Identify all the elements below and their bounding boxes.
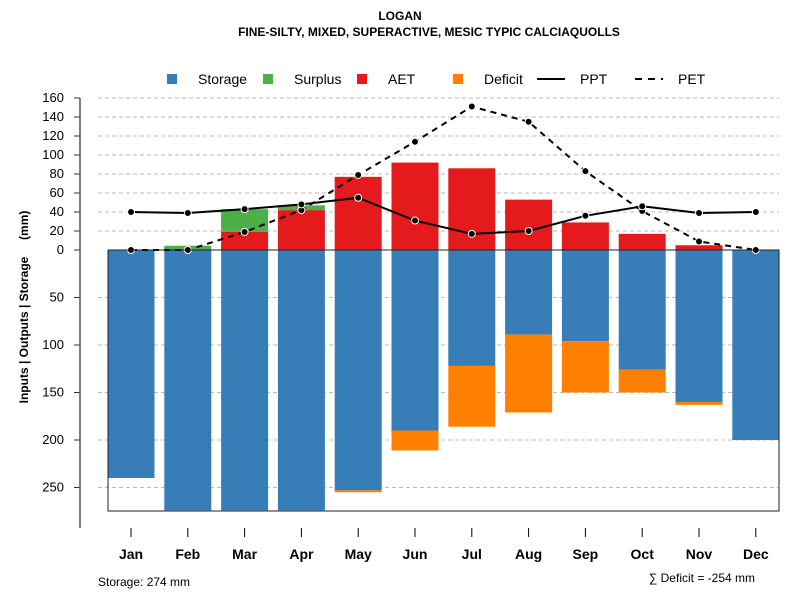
legend-swatch-surplus xyxy=(263,74,273,84)
x-tick-label: Jul xyxy=(462,546,482,562)
y-tick-label: 100 xyxy=(42,337,64,352)
pet-point xyxy=(524,117,533,126)
y-tick-label: 150 xyxy=(42,385,64,400)
storage-bar xyxy=(334,250,382,491)
plot-frame xyxy=(107,249,780,512)
storage-bar xyxy=(675,250,723,402)
surplus-bar xyxy=(221,209,269,232)
legend-swatch-storage xyxy=(167,74,177,84)
ppt-point xyxy=(638,202,647,211)
x-tick-label: Jan xyxy=(119,546,143,562)
ppt-point xyxy=(751,208,760,216)
ppt-point xyxy=(354,193,363,202)
legend-swatch-deficit xyxy=(453,74,463,84)
legend-label-deficit: Deficit xyxy=(484,71,523,87)
ppt-point xyxy=(240,205,249,214)
deficit-bar xyxy=(561,341,609,393)
pet-point xyxy=(354,170,363,179)
deficit-bar xyxy=(505,334,553,413)
x-tick-label: Dec xyxy=(743,546,769,562)
y-tick-label: 120 xyxy=(42,128,64,143)
aet-bar xyxy=(391,162,439,250)
legend-label-ppt: PPT xyxy=(580,71,608,87)
legend: Storage Surplus AET Deficit PPT PET xyxy=(167,71,706,87)
deficit-bar xyxy=(675,402,723,405)
ppt-point xyxy=(524,227,533,235)
y-tick-label: 200 xyxy=(42,432,64,447)
gridlines xyxy=(98,97,779,488)
x-tick-label: Sep xyxy=(573,546,599,562)
x-tick-label: May xyxy=(345,546,372,562)
storage-bar xyxy=(732,250,780,440)
chart-title: LOGAN xyxy=(378,9,421,23)
legend-swatch-aet xyxy=(357,74,367,84)
ppt-point xyxy=(695,208,703,217)
deficit-note: ∑ Deficit = -254 mm xyxy=(649,571,755,585)
y-axis-label: Inputs | Outputs | Storage (mm) xyxy=(17,211,31,404)
deficit-bar xyxy=(391,430,439,451)
pet-line xyxy=(131,105,756,251)
pet-point xyxy=(467,102,476,111)
y-tick-label: 140 xyxy=(42,109,64,124)
storage-bar xyxy=(107,250,155,478)
legend-label-pet: PET xyxy=(678,71,706,87)
deficit-bar xyxy=(334,490,382,493)
x-tick-label: Oct xyxy=(631,546,655,562)
storage-bar xyxy=(164,250,212,511)
y-tick-label: 50 xyxy=(50,290,64,305)
x-tick-label: Aug xyxy=(515,546,542,562)
storage-bar xyxy=(618,250,666,370)
ppt-line xyxy=(130,196,756,235)
storage-bar xyxy=(561,250,609,342)
y-tick-label: 60 xyxy=(50,185,64,200)
storage-bar xyxy=(505,250,553,335)
deficit-bar xyxy=(618,369,666,393)
deficit-bar xyxy=(448,365,496,427)
storage-bar xyxy=(277,250,325,511)
aet-bar xyxy=(334,176,382,250)
y-tick-label: 40 xyxy=(50,204,64,219)
y-tick-label: 80 xyxy=(50,166,64,181)
x-tick-label: Jun xyxy=(403,546,428,562)
ppt-point xyxy=(467,229,476,238)
aet-bar xyxy=(505,199,553,250)
x-tick-label: Apr xyxy=(289,546,314,562)
chart-subtitle: FINE-SILTY, MIXED, SUPERACTIVE, MESIC TY… xyxy=(238,25,620,39)
y-tick-label: 100 xyxy=(42,147,64,162)
storage-bar xyxy=(221,250,269,511)
ppt-point xyxy=(183,208,192,217)
ppt-point xyxy=(411,216,419,225)
aet-bar xyxy=(675,245,723,250)
x-tick-label: Feb xyxy=(175,546,200,562)
bars xyxy=(107,162,780,511)
y-tick-label: 250 xyxy=(42,480,64,495)
aet-bar xyxy=(277,210,325,250)
pet-point xyxy=(695,237,703,246)
pet-point xyxy=(411,137,419,146)
legend-label-storage: Storage xyxy=(198,71,247,87)
ppt-point xyxy=(127,208,135,216)
storage-bar xyxy=(391,250,439,431)
storage-note: Storage: 274 mm xyxy=(98,575,190,589)
x-tick-label: Nov xyxy=(686,546,713,562)
aet-bar xyxy=(618,233,666,250)
y-tick-label: 160 xyxy=(42,90,64,105)
aet-bar xyxy=(561,222,609,250)
pet-point xyxy=(240,227,249,236)
y-tick-label: 0 xyxy=(57,242,64,257)
y-tick-label: 20 xyxy=(50,223,64,238)
pet-point xyxy=(581,167,590,176)
ppt-point xyxy=(297,200,306,209)
legend-label-aet: AET xyxy=(388,71,416,87)
ppt-point xyxy=(581,211,590,220)
x-tick-label: Mar xyxy=(232,546,257,562)
storage-bar xyxy=(448,250,496,366)
legend-label-surplus: Surplus xyxy=(294,71,341,87)
